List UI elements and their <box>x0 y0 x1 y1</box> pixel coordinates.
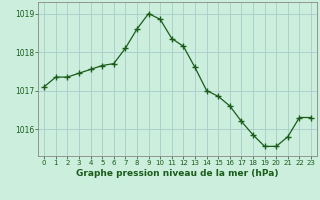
X-axis label: Graphe pression niveau de la mer (hPa): Graphe pression niveau de la mer (hPa) <box>76 169 279 178</box>
